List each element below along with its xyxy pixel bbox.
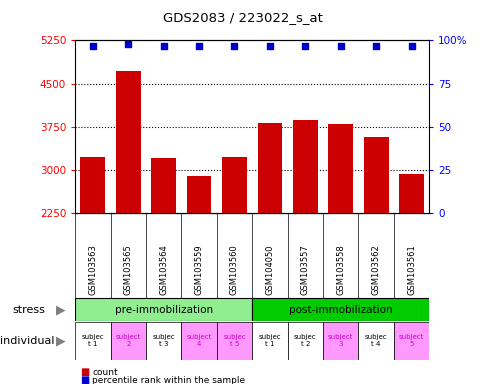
Bar xyxy=(75,322,110,360)
Bar xyxy=(328,124,352,213)
Bar xyxy=(252,322,287,360)
Bar xyxy=(75,298,252,321)
Bar xyxy=(358,322,393,360)
Text: subject
3: subject 3 xyxy=(327,334,353,348)
Bar xyxy=(287,322,322,360)
Point xyxy=(195,43,202,49)
Text: GSM103563: GSM103563 xyxy=(88,244,97,295)
Point xyxy=(407,43,414,49)
Bar xyxy=(322,322,358,360)
Bar xyxy=(181,322,216,360)
Text: subjec
t 5: subjec t 5 xyxy=(223,334,245,348)
Text: GSM103560: GSM103560 xyxy=(229,244,239,295)
Text: stress: stress xyxy=(12,305,45,314)
Bar xyxy=(363,137,388,213)
Text: subject
4: subject 4 xyxy=(186,334,212,348)
Text: GSM103561: GSM103561 xyxy=(406,244,415,295)
Text: post-immobilization: post-immobilization xyxy=(288,305,392,314)
Point xyxy=(230,43,238,49)
Point xyxy=(89,43,97,49)
Text: pre-immobilization: pre-immobilization xyxy=(114,305,212,314)
Bar xyxy=(257,123,282,213)
Bar xyxy=(398,174,423,213)
Point xyxy=(301,43,308,49)
Bar xyxy=(80,157,105,213)
Point xyxy=(336,43,344,49)
Point xyxy=(159,43,167,49)
Bar xyxy=(186,176,211,213)
Text: ▶: ▶ xyxy=(56,303,65,316)
Bar xyxy=(116,71,140,213)
Bar xyxy=(252,298,428,321)
Text: GSM103557: GSM103557 xyxy=(300,244,309,295)
Text: individual: individual xyxy=(0,336,54,346)
Text: subject
2: subject 2 xyxy=(115,334,141,348)
Point xyxy=(124,41,132,47)
Text: subjec
t 1: subjec t 1 xyxy=(81,334,104,348)
Text: GSM103558: GSM103558 xyxy=(335,244,345,295)
Bar xyxy=(216,322,252,360)
Bar xyxy=(292,120,317,213)
Text: subjec
t 2: subjec t 2 xyxy=(293,334,316,348)
Point xyxy=(265,43,273,49)
Point xyxy=(371,43,379,49)
Text: subjec
t 1: subjec t 1 xyxy=(258,334,281,348)
Text: GSM103564: GSM103564 xyxy=(159,244,168,295)
Text: subjec
t 3: subjec t 3 xyxy=(152,334,175,348)
Bar xyxy=(222,157,246,213)
Bar xyxy=(151,158,176,213)
Text: GSM104050: GSM104050 xyxy=(265,245,274,295)
Text: ■: ■ xyxy=(80,375,89,384)
Text: percentile rank within the sample: percentile rank within the sample xyxy=(92,376,245,384)
Text: GSM103562: GSM103562 xyxy=(371,244,380,295)
Bar xyxy=(393,322,428,360)
Text: GDS2083 / 223022_s_at: GDS2083 / 223022_s_at xyxy=(162,11,322,24)
Text: GSM103565: GSM103565 xyxy=(123,244,133,295)
Bar xyxy=(146,322,181,360)
Text: subjec
t 4: subjec t 4 xyxy=(364,334,387,348)
Text: count: count xyxy=(92,368,118,377)
Bar xyxy=(110,322,146,360)
Text: ▶: ▶ xyxy=(56,334,65,348)
Text: GSM103559: GSM103559 xyxy=(194,245,203,295)
Text: subject
5: subject 5 xyxy=(398,334,424,348)
Text: ■: ■ xyxy=(80,367,89,377)
